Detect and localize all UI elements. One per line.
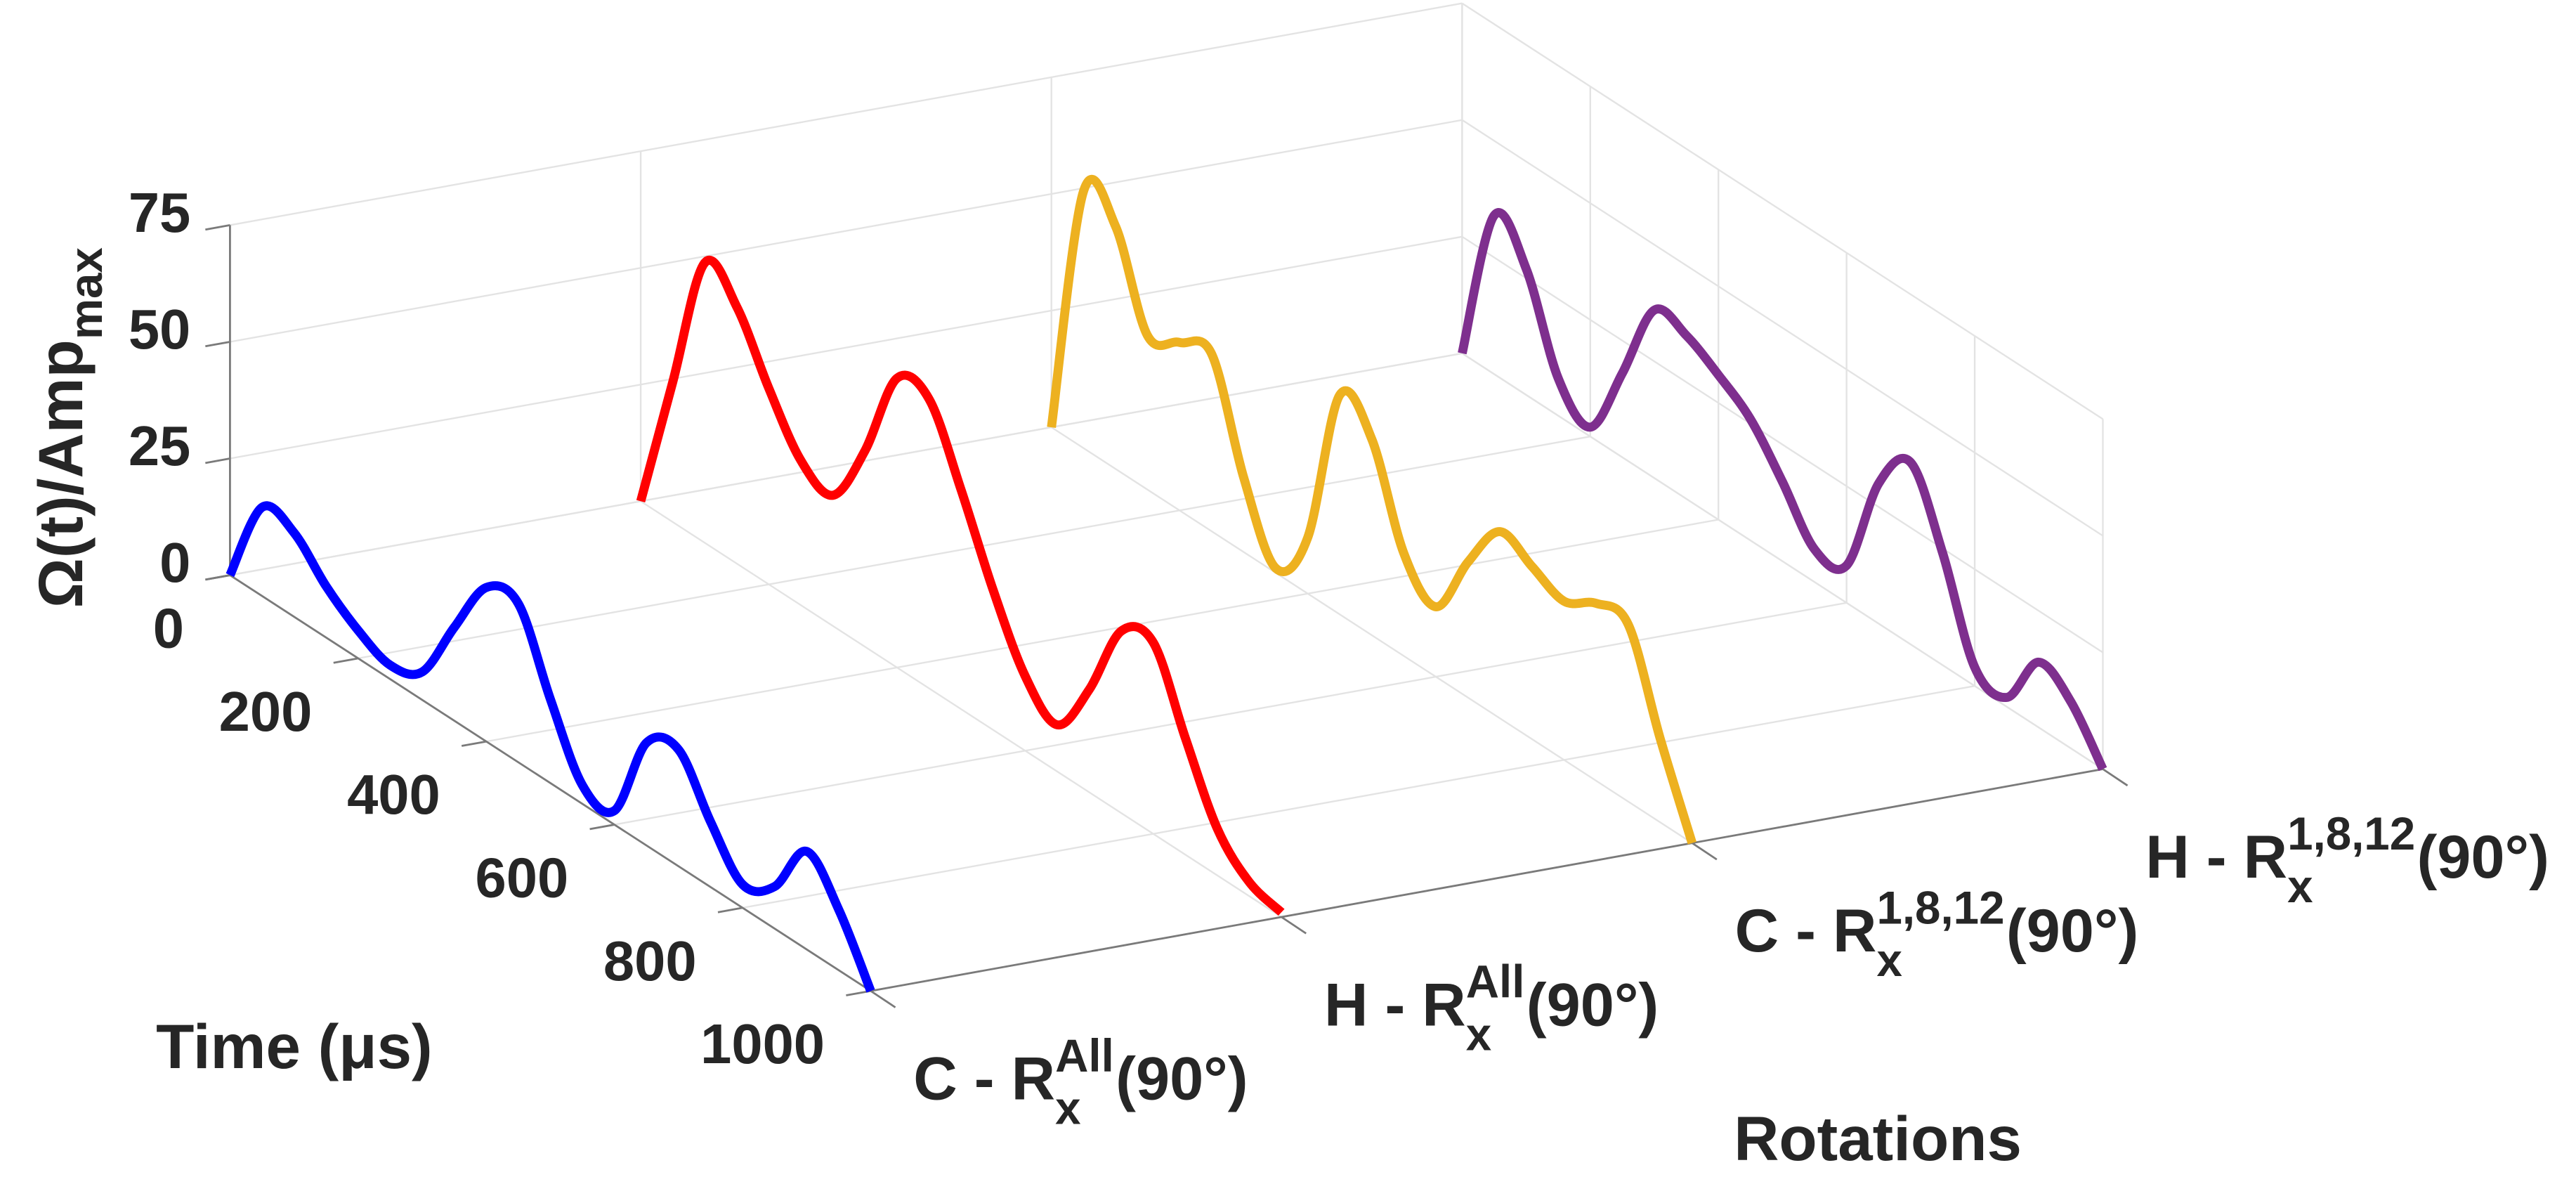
category-label-sup: All <box>1466 956 1525 1008</box>
category-label: C - R <box>1735 897 1877 965</box>
series-line <box>636 256 1285 916</box>
grid-line <box>1461 352 2104 770</box>
x-tick <box>333 657 359 664</box>
category-axis <box>870 768 2103 992</box>
x-tick-label: 1000 <box>700 1013 825 1075</box>
series-line <box>1047 174 1696 845</box>
grid-line <box>1461 119 2104 537</box>
grid-line <box>230 352 1463 576</box>
category-label-sup: All <box>1055 1030 1114 1081</box>
z-tick-label: 50 <box>129 298 190 360</box>
z-tick <box>205 457 230 464</box>
grid-line <box>742 685 1975 909</box>
grid-line <box>486 519 1719 743</box>
grid <box>230 2 2104 992</box>
x-tick-label: 400 <box>347 763 440 826</box>
category-label-tail: (90°) <box>1526 971 1659 1039</box>
category-label: C - R <box>913 1046 1055 1113</box>
grid-line <box>1051 427 1693 844</box>
grid-line <box>1461 2 2104 420</box>
x-tick-label: 200 <box>219 680 313 743</box>
grid-line <box>614 601 1847 826</box>
category-label-sub: x <box>1876 935 1902 986</box>
category-label: H - R <box>1324 971 1466 1039</box>
category-label-sub: x <box>1466 1008 1491 1060</box>
x-axis <box>229 574 872 992</box>
x-tick-label: 0 <box>153 597 184 659</box>
category-label-tail: (90°) <box>1116 1046 1248 1113</box>
z-axis-label-text: Ω(t)/Amp <box>26 339 96 608</box>
series-line <box>225 501 875 993</box>
z-tick-label: 25 <box>129 415 190 477</box>
category-axis-label: Rotations <box>1734 1104 2022 1173</box>
category-label-sup: 1,8,12 <box>1876 882 2004 933</box>
grid-line <box>230 235 1463 460</box>
x-tick-label: 800 <box>603 930 697 992</box>
z-axis-label-sub: max <box>60 247 112 339</box>
z-tick-label: 75 <box>129 181 190 244</box>
z-axis-label: Ω(t)/Ampmax <box>26 247 112 608</box>
category-label-sup: 1,8,12 <box>2287 808 2415 859</box>
category-label: H - R <box>2145 824 2287 891</box>
series-line <box>1458 208 2107 772</box>
category-tick <box>1692 842 1718 861</box>
grid-line <box>230 2 1463 226</box>
x-tick <box>589 824 615 831</box>
z-tick <box>205 574 230 581</box>
category-tick <box>1281 916 1307 935</box>
axes <box>205 224 2129 1008</box>
category-label-sub: x <box>2287 861 2313 912</box>
x-tick-label: 600 <box>476 846 569 909</box>
category-label-sub: x <box>1055 1083 1080 1134</box>
category-tick <box>2102 768 2129 787</box>
x-tick <box>461 740 487 747</box>
grid-line <box>640 500 1282 918</box>
z-tick <box>205 341 230 348</box>
grid-line <box>1461 235 2104 653</box>
z-tick-label: 0 <box>159 531 190 594</box>
grid-line <box>230 119 1463 343</box>
x-tick <box>717 906 743 913</box>
category-label-tail: (90°) <box>2006 897 2138 965</box>
category-label-tail: (90°) <box>2417 824 2549 891</box>
category-tick <box>870 990 896 1008</box>
z-tick <box>205 224 230 231</box>
x-axis-label: Time (μs) <box>156 1012 432 1081</box>
marks <box>225 174 2107 993</box>
